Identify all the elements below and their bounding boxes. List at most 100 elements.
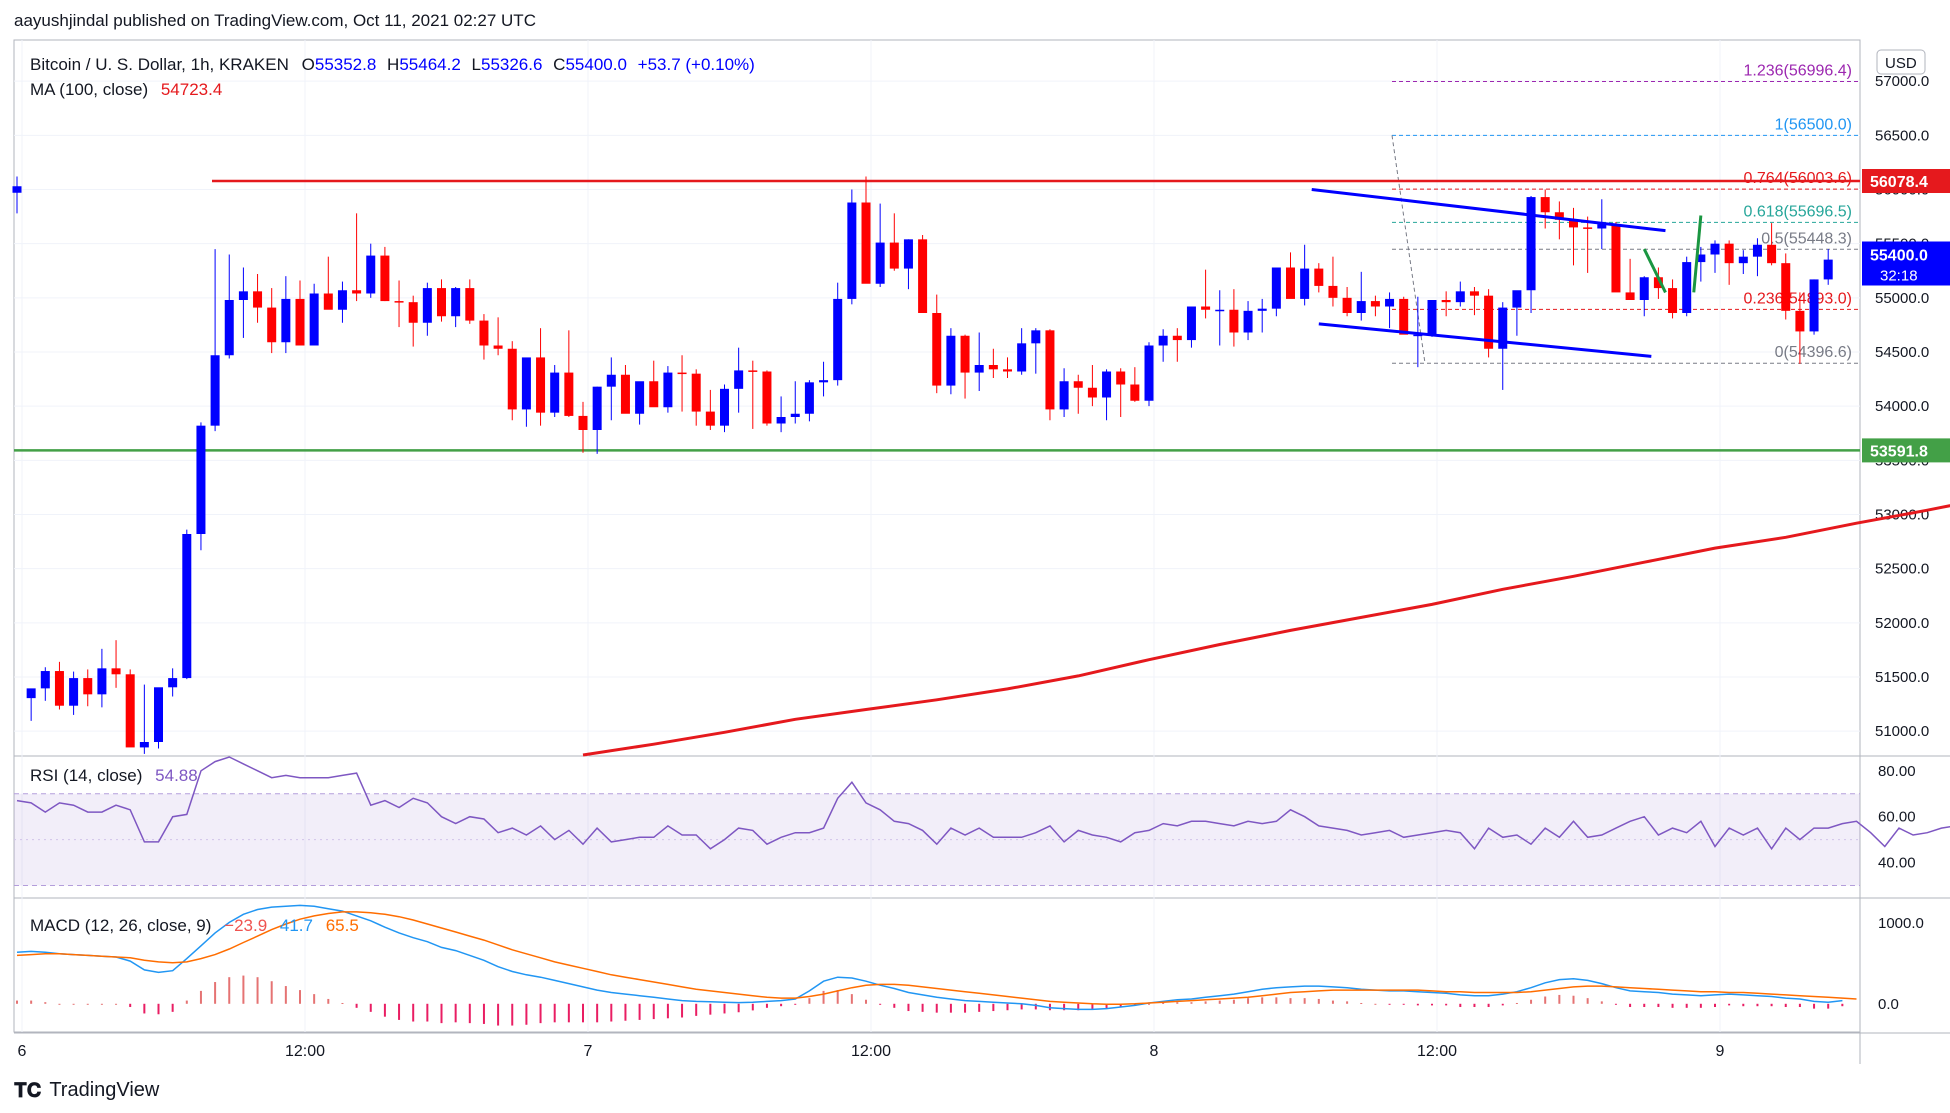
candle xyxy=(97,648,107,708)
candle xyxy=(182,529,192,680)
candle xyxy=(295,280,305,346)
candle-body xyxy=(196,425,206,534)
macd-hist-bar xyxy=(1459,1003,1462,1008)
macd-hist-bar xyxy=(440,1003,443,1024)
macd-hist-bar xyxy=(1388,1003,1391,1005)
candle-body xyxy=(366,255,376,294)
macd-hist-bar xyxy=(1034,1003,1037,1010)
candle xyxy=(790,381,800,424)
candle xyxy=(422,282,432,336)
macd-hist-bar xyxy=(1487,1003,1490,1008)
candle xyxy=(1045,329,1055,421)
candle-body xyxy=(1130,384,1140,401)
candle-body xyxy=(54,671,64,706)
candle xyxy=(1639,276,1649,317)
macd-hist-bar xyxy=(865,999,867,1004)
macd-hist-bar xyxy=(836,990,839,1004)
candle-body xyxy=(168,678,178,688)
close-label: C xyxy=(553,55,566,74)
rsi-label[interactable]: RSI (14, close) xyxy=(30,766,143,785)
resistance-price-tag-bg xyxy=(1862,169,1950,194)
price-tick-label: 54000.0 xyxy=(1875,398,1929,415)
macd-hist-bar xyxy=(1346,1001,1349,1004)
macd-hist-bar xyxy=(1714,1003,1716,1008)
candle-body xyxy=(946,335,956,386)
rsi-tick-label: 80.00 xyxy=(1878,763,1916,780)
candle xyxy=(748,360,758,429)
candle-body xyxy=(1752,244,1762,257)
macd-hist-bar xyxy=(1699,1003,1702,1008)
candle-body xyxy=(1738,256,1748,264)
candle xyxy=(1172,328,1182,362)
currency-button[interactable] xyxy=(1876,49,1926,75)
time-tick-label: 12:00 xyxy=(1417,1043,1457,1060)
candle xyxy=(224,254,234,359)
macd-hist-bar xyxy=(1232,999,1235,1004)
candle-body xyxy=(1257,308,1267,311)
macd-hist-bar xyxy=(1119,1003,1122,1007)
macd-hist-bar xyxy=(624,1003,627,1021)
channel-upper-line xyxy=(1311,188,1666,233)
candle-body xyxy=(1639,277,1649,300)
macd-hist-bar xyxy=(1501,1003,1504,1006)
candle-body xyxy=(606,374,616,387)
macd-label[interactable]: MACD (12, 26, close, 9) xyxy=(30,916,212,935)
candle-body xyxy=(1271,267,1281,309)
candle xyxy=(1455,281,1465,307)
candle xyxy=(804,380,814,422)
candle-body xyxy=(125,674,135,748)
price-tick-label: 54500.0 xyxy=(1875,344,1929,361)
tradingview-logo[interactable]: 𝐓𝐂 TradingView xyxy=(14,1078,159,1102)
candle xyxy=(1087,365,1097,407)
macd-hist-bar xyxy=(1303,998,1306,1004)
low-value: 55326.6 xyxy=(480,55,543,74)
candle-body xyxy=(1781,263,1791,311)
candle xyxy=(1583,216,1593,273)
candle xyxy=(620,365,630,414)
candle-body xyxy=(352,290,362,294)
macd-hist-bar xyxy=(935,1003,938,1013)
candle-body xyxy=(1597,224,1607,229)
macd-hist-bar xyxy=(199,990,202,1004)
macd-hist-bar xyxy=(1091,1003,1094,1010)
price-tick-label: 52500.0 xyxy=(1875,561,1929,578)
macd-hist-bar xyxy=(454,1003,457,1023)
macd-hist-bar xyxy=(1006,1003,1009,1011)
candle-body xyxy=(1356,301,1366,313)
ma-label[interactable]: MA (100, close) xyxy=(30,80,149,99)
candle-body xyxy=(988,365,998,370)
candle-body xyxy=(323,293,333,310)
candle-body xyxy=(889,242,899,269)
low-label: L xyxy=(471,55,481,74)
candle xyxy=(847,189,857,305)
candle-body xyxy=(1201,306,1211,310)
macd-hist-bar xyxy=(1077,1003,1080,1011)
candle-body xyxy=(1102,371,1112,398)
candle xyxy=(677,355,687,412)
support-price-tag: 53591.8 xyxy=(1870,443,1928,460)
resistance-price-tag: 56078.4 xyxy=(1870,174,1928,191)
open-value: 55352.8 xyxy=(314,55,377,74)
candle-body xyxy=(1653,277,1663,289)
candle xyxy=(635,381,645,425)
macd-hist-bar xyxy=(1813,1003,1816,1009)
open-label: O xyxy=(301,55,315,74)
fib-level-label: 0.618(55696.5) xyxy=(1743,203,1852,220)
candle xyxy=(1554,201,1564,240)
candle xyxy=(1625,258,1635,300)
candle xyxy=(1314,263,1324,293)
candle-body xyxy=(1413,334,1423,337)
candle-body xyxy=(1512,290,1522,308)
candle-body xyxy=(139,742,149,748)
macd-tick-label: 1000.0 xyxy=(1878,915,1924,932)
candle xyxy=(1696,246,1706,282)
candle xyxy=(196,422,206,551)
macd-hist-bar xyxy=(482,1003,485,1024)
macd-hist-bar xyxy=(1275,997,1278,1004)
macd-hist-bar xyxy=(765,1003,768,1008)
candle xyxy=(889,213,899,271)
rsi-value: 54.88 xyxy=(155,766,198,785)
symbol-label[interactable]: Bitcoin / U. S. Dollar, 1h, KRAKEN xyxy=(30,55,289,74)
candle xyxy=(833,282,843,386)
